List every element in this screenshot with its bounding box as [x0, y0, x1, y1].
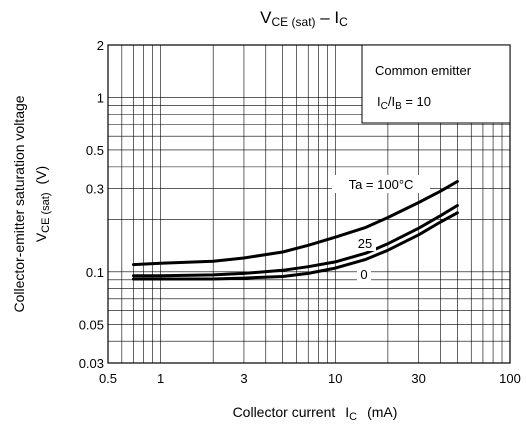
chart-title-text: VCE (sat) – IC	[260, 8, 348, 29]
chart-title: VCE (sat) – IC	[260, 8, 348, 29]
series-label-bg-25	[354, 235, 376, 251]
series-label-25: 25	[358, 236, 372, 251]
legend-common-emitter: Common emitter	[375, 63, 472, 78]
plot-frame	[107, 44, 511, 364]
series-line-2	[132, 211, 459, 281]
legend-box-border	[361, 44, 511, 124]
y-tick-label: 0.05	[79, 317, 104, 332]
y-axis-label-line1: Collector-emitter saturation voltage	[11, 95, 27, 312]
y-tick-label: 0.03	[79, 356, 104, 371]
x-tick-label: 0.5	[99, 371, 117, 386]
y-axis-label-line2: VCE (sat)(V)	[33, 166, 52, 242]
series-label-bg-0	[357, 266, 371, 282]
series-labels: Ta = 100°C 25 0	[332, 175, 430, 282]
y-tick-label: 0.5	[86, 143, 104, 158]
legend-box: Common emitter IC/IB = 10	[361, 44, 511, 124]
x-axis-label-text: Collector current IC (mA)	[233, 404, 398, 423]
series-label-0: 0	[360, 267, 367, 282]
legend-ic-ib-ratio: IC/IB = 10	[377, 94, 431, 112]
y-tick-label: 1	[97, 90, 104, 105]
series-line-0	[132, 179, 459, 267]
x-tick-label: 100	[499, 371, 521, 386]
y-axis-label: Collector-emitter saturation voltage VCE…	[11, 95, 52, 312]
y-tick-label: 0.3	[86, 182, 104, 197]
series-line-1	[132, 204, 459, 278]
x-axis-label: Collector current IC (mA)	[233, 404, 398, 423]
x-tick-label: 3	[240, 371, 247, 386]
x-tick-label: 1	[157, 371, 164, 386]
series-label-bg-100	[332, 175, 430, 193]
y-tick-label: 2	[97, 38, 104, 53]
curves	[132, 179, 459, 281]
tick-labels: 0.5 1 3 10 30 100 0.03 0.05 0.1 0.3 0.5 1 2	[79, 38, 521, 386]
x-tick-label: 30	[411, 371, 425, 386]
y-tick-label: 0.1	[86, 265, 104, 280]
x-tick-label: 10	[328, 371, 342, 386]
series-label-100: Ta = 100°C	[349, 177, 414, 192]
